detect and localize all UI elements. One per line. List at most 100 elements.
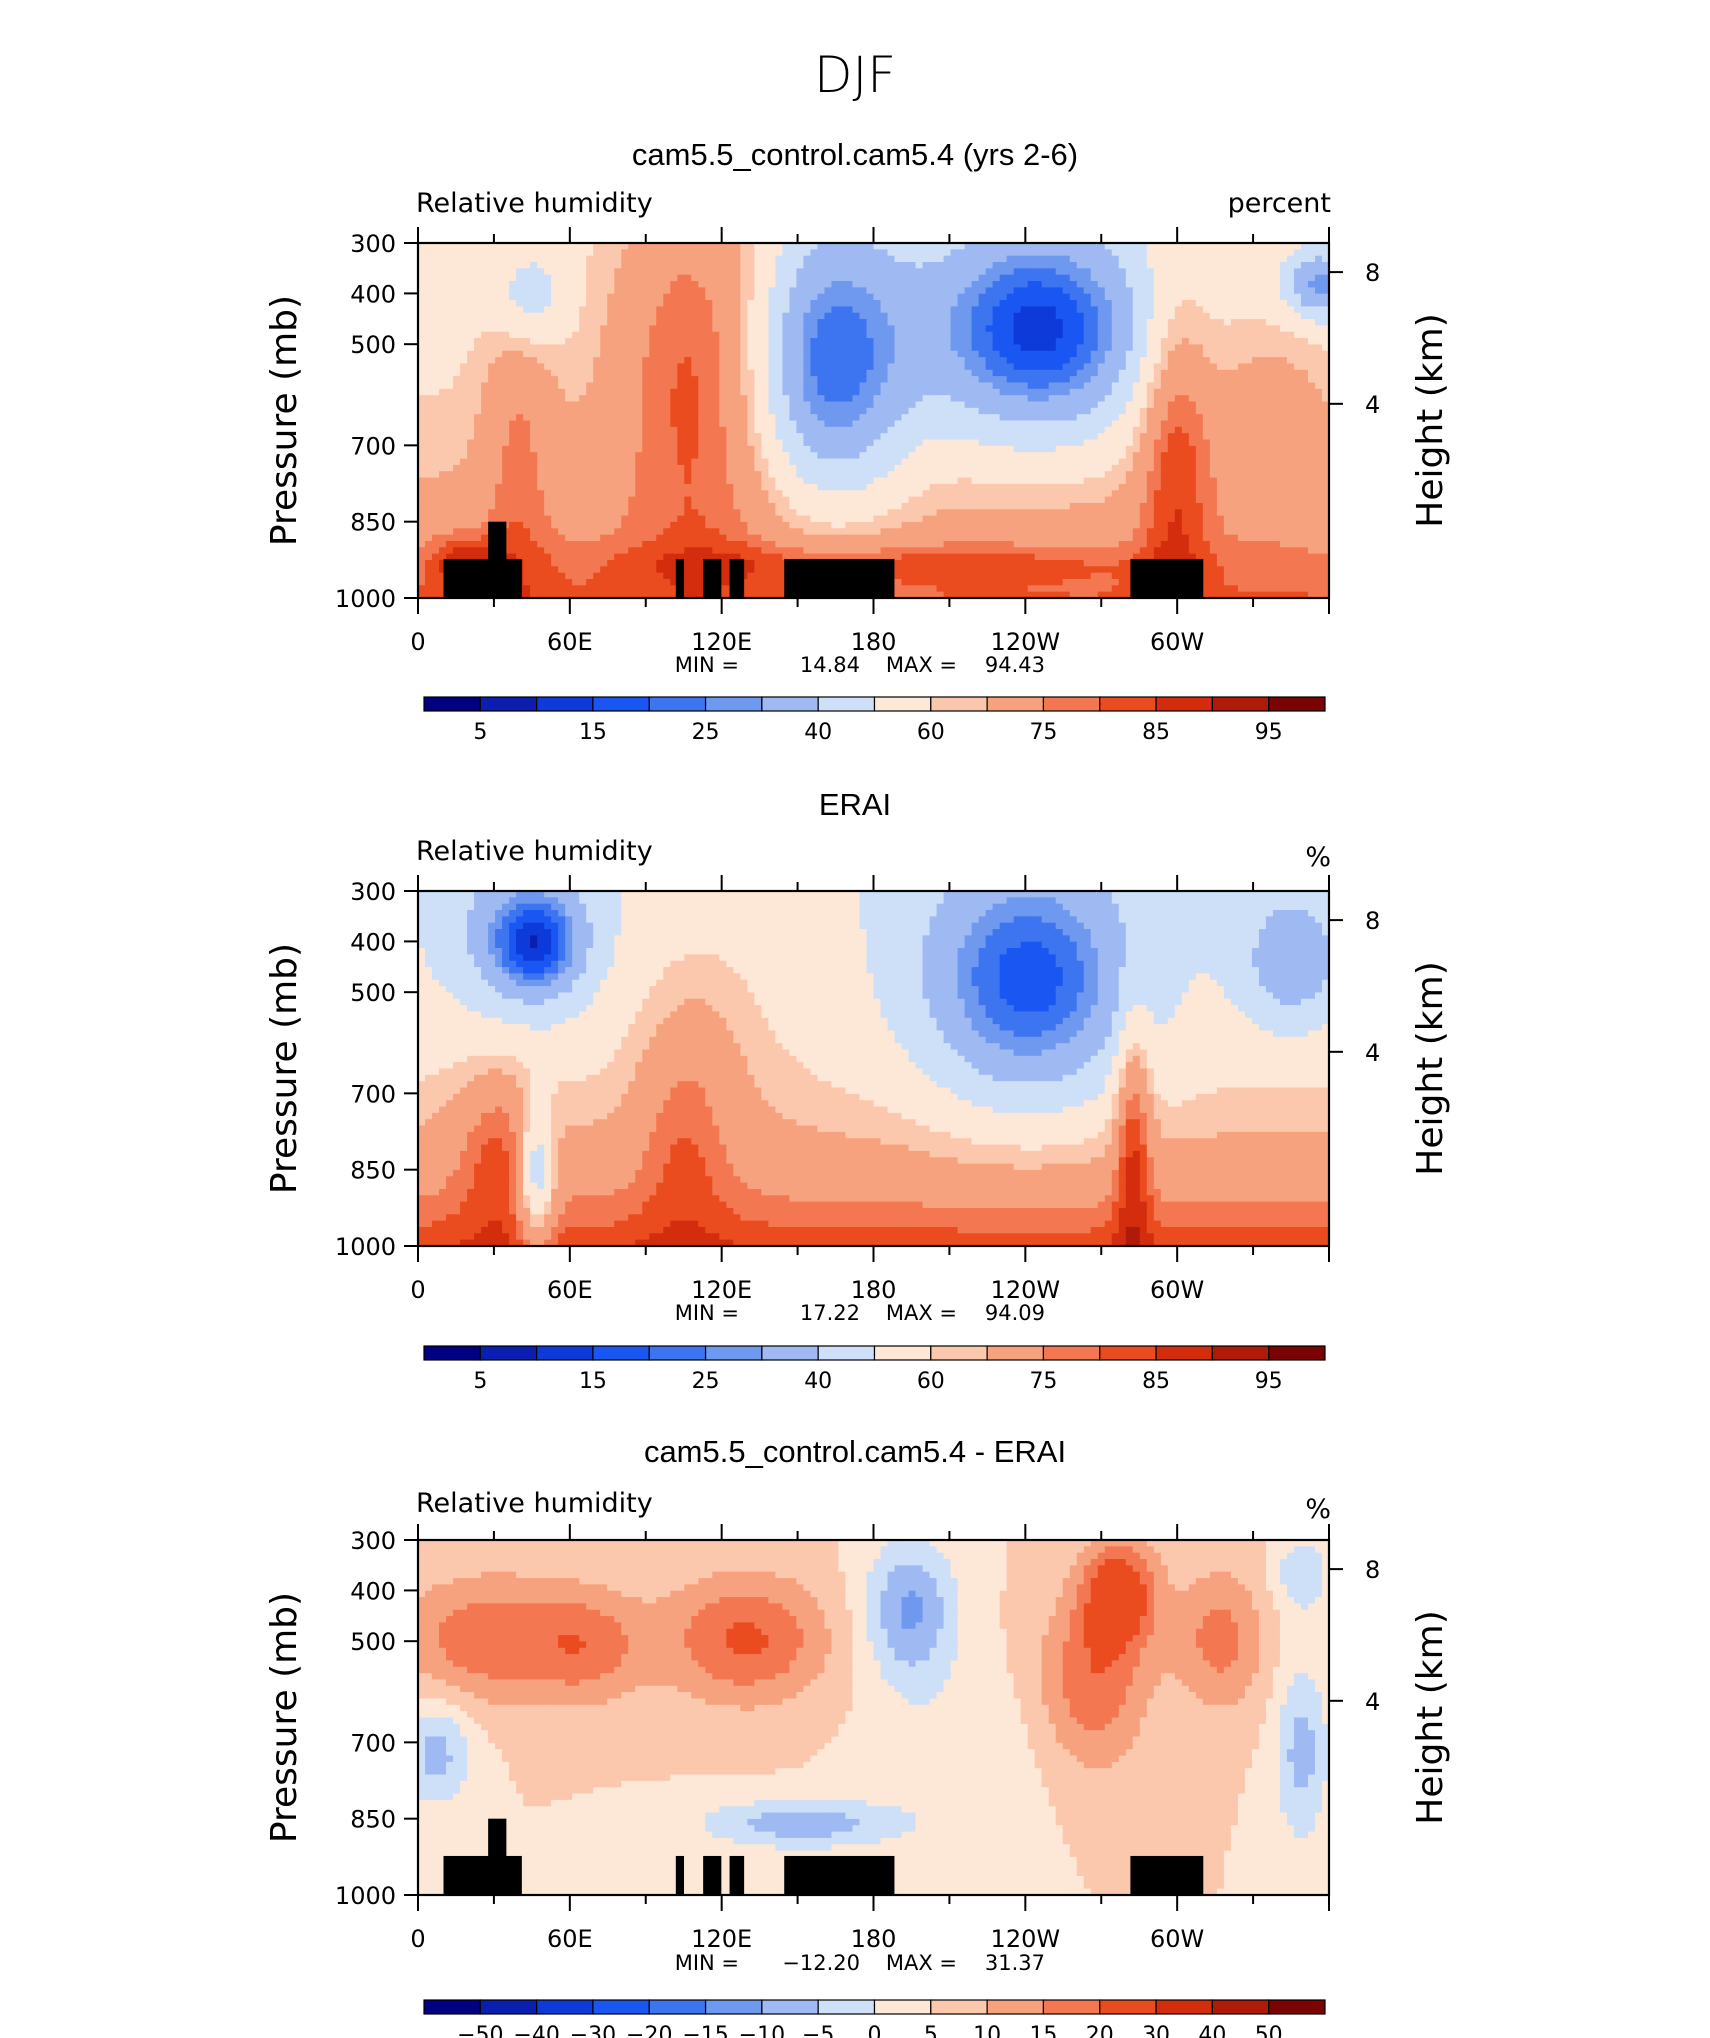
contour-cell bbox=[502, 401, 510, 409]
contour-cell bbox=[1307, 388, 1316, 396]
contour-cell bbox=[635, 331, 643, 339]
contour-cell bbox=[439, 281, 447, 288]
contour-cell bbox=[1279, 268, 1288, 276]
contour-cell bbox=[964, 401, 973, 409]
contour-cell bbox=[656, 439, 664, 447]
contour-cell bbox=[1279, 306, 1288, 314]
contour-cell bbox=[1020, 471, 1029, 479]
contour-cell bbox=[432, 452, 440, 460]
contour-cell bbox=[565, 420, 573, 428]
contour-cell bbox=[726, 312, 734, 320]
contour-cell bbox=[1286, 331, 1295, 339]
contour-cell bbox=[712, 452, 720, 460]
contour-cell bbox=[1258, 300, 1267, 307]
contour-cell bbox=[1062, 464, 1071, 472]
contour-cell bbox=[950, 388, 959, 396]
contour-cell bbox=[880, 471, 889, 479]
contour-cell bbox=[1223, 293, 1232, 301]
contour-cell bbox=[621, 312, 629, 320]
contour-cell bbox=[656, 338, 664, 346]
contour-cell bbox=[586, 306, 594, 314]
contour-cell bbox=[691, 483, 699, 491]
contour-cell bbox=[1202, 287, 1211, 295]
contour-cell bbox=[1321, 255, 1330, 263]
contour-cell bbox=[985, 369, 994, 377]
contour-cell bbox=[747, 312, 755, 320]
contour-cell bbox=[1174, 464, 1183, 472]
contour-cell bbox=[1076, 293, 1085, 301]
contour-cell bbox=[1321, 319, 1330, 327]
contour-cell bbox=[649, 426, 657, 434]
contour-cell bbox=[586, 483, 594, 491]
contour-cell bbox=[698, 293, 706, 301]
contour-cell bbox=[600, 344, 608, 352]
contour-cell bbox=[607, 376, 615, 384]
contour-cell bbox=[1265, 293, 1274, 301]
contour-cell bbox=[712, 325, 720, 333]
contour-cell bbox=[1125, 338, 1134, 346]
contour-cell bbox=[656, 350, 664, 358]
contour-cell bbox=[712, 350, 720, 358]
contour-cell bbox=[936, 319, 945, 327]
contour-cell bbox=[1300, 414, 1309, 422]
contour-cell bbox=[684, 452, 692, 460]
contour-cell bbox=[677, 312, 685, 320]
contour-cell bbox=[1055, 306, 1064, 314]
contour-cell bbox=[1062, 363, 1071, 371]
contour-cell bbox=[1307, 243, 1316, 250]
contour-cell bbox=[887, 452, 896, 460]
contour-cell bbox=[467, 268, 475, 276]
contour-cell bbox=[880, 426, 889, 434]
contour-cell bbox=[915, 433, 924, 441]
contour-cell bbox=[1307, 376, 1316, 384]
contour-cell bbox=[1146, 407, 1155, 415]
contour-cell bbox=[544, 357, 552, 365]
contour-cell bbox=[635, 471, 643, 479]
contour-cell bbox=[600, 452, 608, 460]
contour-cell bbox=[1167, 420, 1176, 428]
contour-cell bbox=[1202, 382, 1211, 390]
contour-cell bbox=[866, 300, 875, 307]
contour-cell bbox=[922, 243, 931, 250]
contour-cell bbox=[1279, 338, 1288, 346]
contour-cell bbox=[873, 464, 882, 472]
contour-cell bbox=[1118, 306, 1127, 314]
contour-cell bbox=[936, 395, 945, 403]
contour-cell bbox=[1251, 395, 1260, 403]
contour-cell bbox=[838, 338, 847, 346]
contour-cell bbox=[929, 262, 938, 269]
contour-cell bbox=[684, 312, 692, 320]
contour-cell bbox=[1293, 249, 1302, 257]
contour-cell bbox=[1209, 388, 1218, 396]
contour-cell bbox=[1209, 426, 1218, 434]
contour-cell bbox=[1069, 319, 1078, 327]
contour-cell bbox=[985, 382, 994, 390]
contour-cell bbox=[1160, 255, 1169, 263]
contour-cell bbox=[838, 471, 847, 479]
contour-cell bbox=[1307, 325, 1316, 333]
contour-cell bbox=[1160, 287, 1169, 295]
contour-cell bbox=[1083, 300, 1092, 307]
contour-cell bbox=[432, 395, 440, 403]
contour-cell bbox=[439, 249, 447, 257]
contour-cell bbox=[1279, 287, 1288, 295]
contour-cell bbox=[726, 274, 734, 282]
contour-cell bbox=[929, 401, 938, 409]
contour-cell bbox=[446, 382, 454, 390]
contour-cell bbox=[670, 274, 678, 282]
contour-cell bbox=[1027, 325, 1036, 333]
contour-cell bbox=[1174, 357, 1183, 365]
contour-cell bbox=[1104, 445, 1113, 453]
contour-cell bbox=[922, 331, 931, 339]
contour-cell bbox=[460, 376, 468, 384]
contour-cell bbox=[880, 477, 889, 485]
contour-cell bbox=[957, 350, 966, 358]
contour-cell bbox=[866, 274, 875, 282]
contour-cell bbox=[761, 350, 769, 358]
contour-cell bbox=[565, 414, 573, 422]
contour-cell bbox=[908, 306, 917, 314]
contour-cell bbox=[1125, 325, 1134, 333]
contour-cell bbox=[628, 388, 636, 396]
contour-cell bbox=[1090, 452, 1099, 460]
contour-cell bbox=[978, 319, 987, 327]
